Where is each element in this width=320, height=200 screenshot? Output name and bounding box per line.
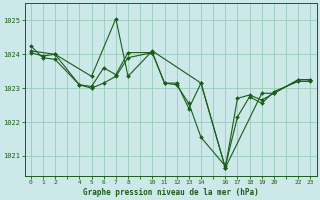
- X-axis label: Graphe pression niveau de la mer (hPa): Graphe pression niveau de la mer (hPa): [83, 188, 259, 197]
